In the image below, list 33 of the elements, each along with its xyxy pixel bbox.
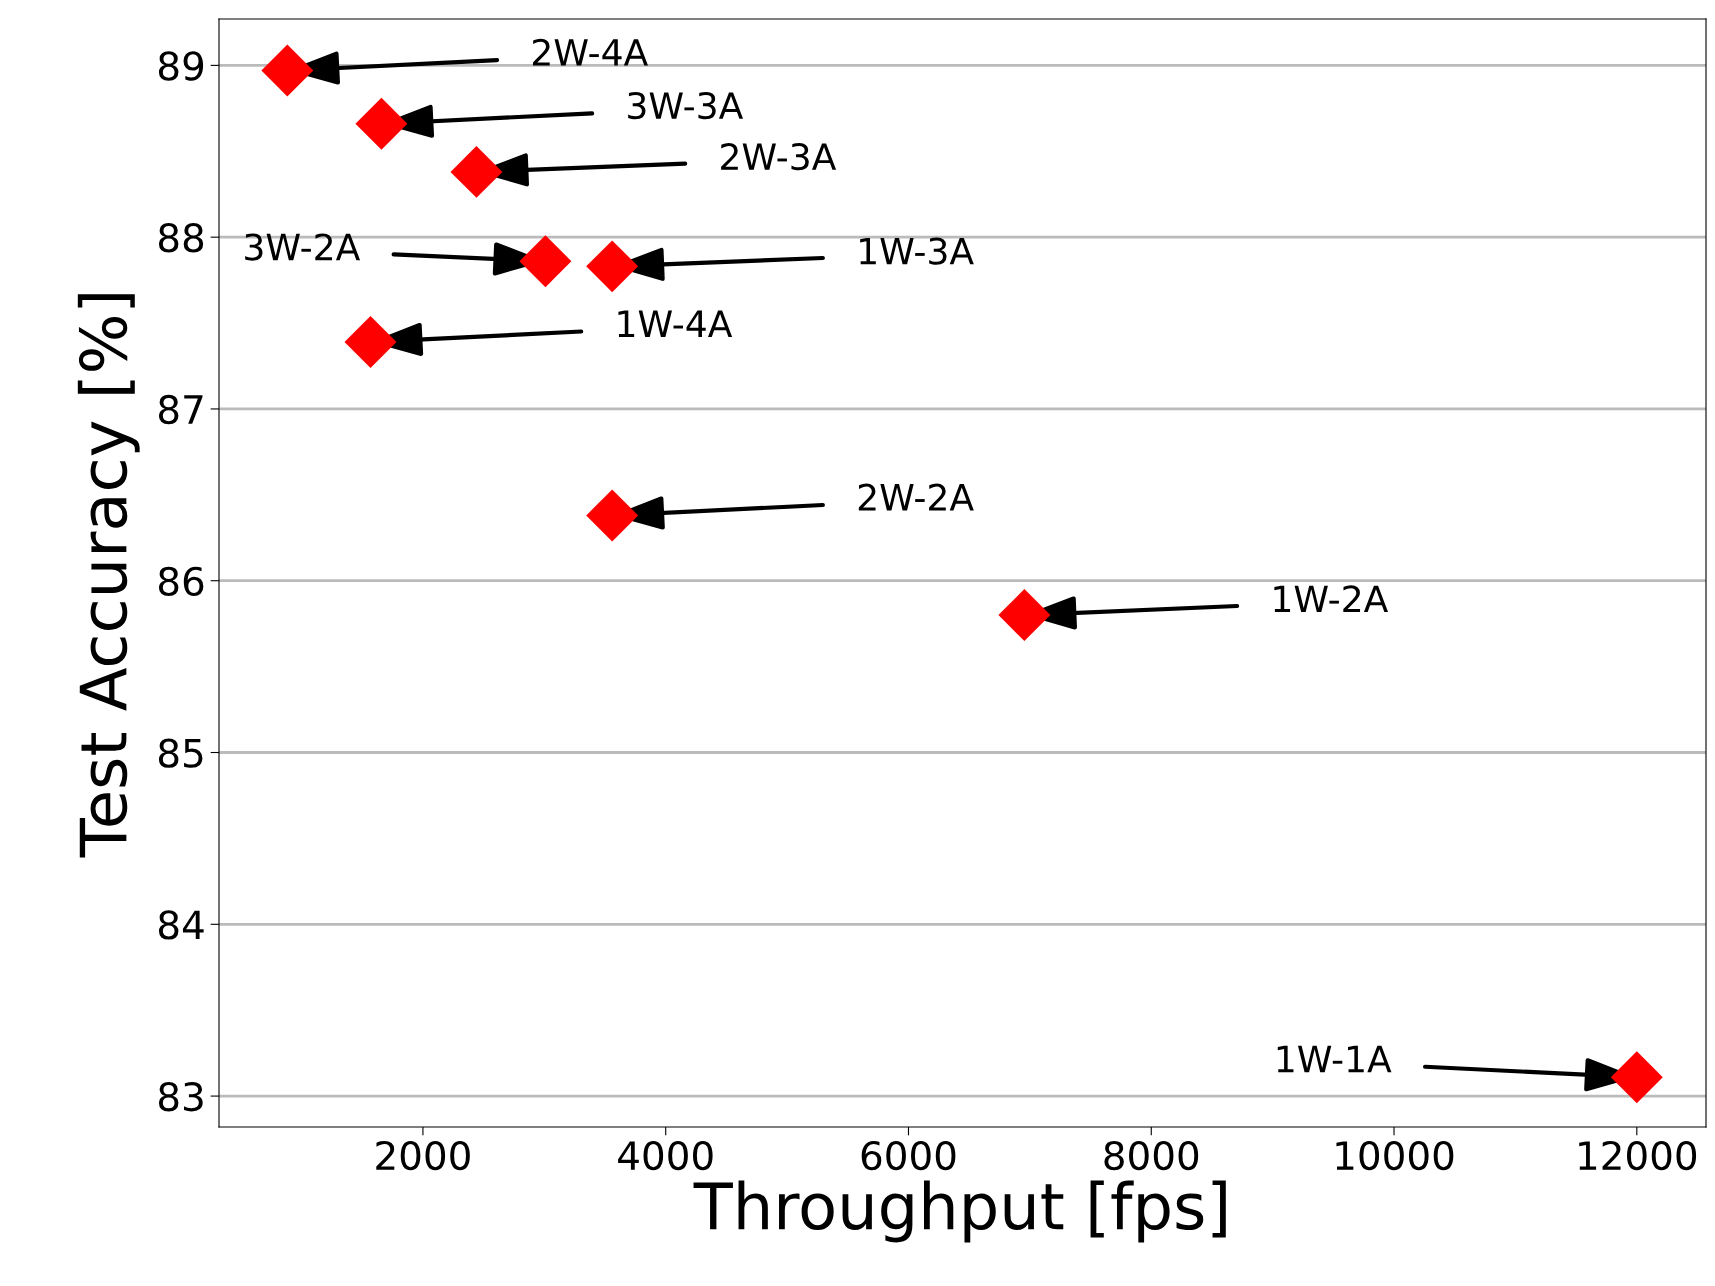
annotation: 1W-3A xyxy=(860,237,974,265)
annotation: 1W-1A xyxy=(1277,1045,1392,1073)
x-tick-label: 2000 xyxy=(376,1140,470,1171)
y-tick-label: 84 xyxy=(158,910,204,940)
annotation: 1W-4A xyxy=(618,310,733,337)
annotation: 3W-2A xyxy=(245,233,361,261)
x-tick-label: 4000 xyxy=(618,1140,713,1171)
point xyxy=(998,589,1051,642)
point xyxy=(586,489,639,542)
y-tick-label: 86 xyxy=(158,566,204,597)
annotation: 1W-2A xyxy=(1274,585,1389,613)
point xyxy=(344,315,397,368)
x-tick-label: 6000 xyxy=(861,1140,956,1171)
x-tick-label: 8000 xyxy=(1104,1140,1199,1171)
y-tick-label: 88 xyxy=(158,223,204,253)
annotation: 3W-3A xyxy=(628,91,744,120)
point xyxy=(586,240,639,293)
y-tick-label: 83 xyxy=(158,1081,203,1112)
x-tick-label: 10000 xyxy=(1336,1140,1454,1171)
x-axis-title: Throughput [fps] xyxy=(693,1180,1226,1243)
point xyxy=(519,235,572,288)
y-tick-label: 87 xyxy=(158,394,203,425)
annotation: 2W-3A xyxy=(721,143,837,171)
annotation: 2W-2A xyxy=(858,483,974,511)
y-tick-label: 89 xyxy=(158,51,204,81)
y-axis-title: Test Accuracy [%] xyxy=(77,294,140,858)
annotation: 2W-4A xyxy=(532,38,648,66)
y-tick-label: 85 xyxy=(158,738,203,768)
point xyxy=(1610,1051,1663,1104)
x-tick-label: 12000 xyxy=(1579,1140,1697,1171)
point xyxy=(355,97,408,150)
point xyxy=(450,145,503,198)
point xyxy=(261,44,314,97)
